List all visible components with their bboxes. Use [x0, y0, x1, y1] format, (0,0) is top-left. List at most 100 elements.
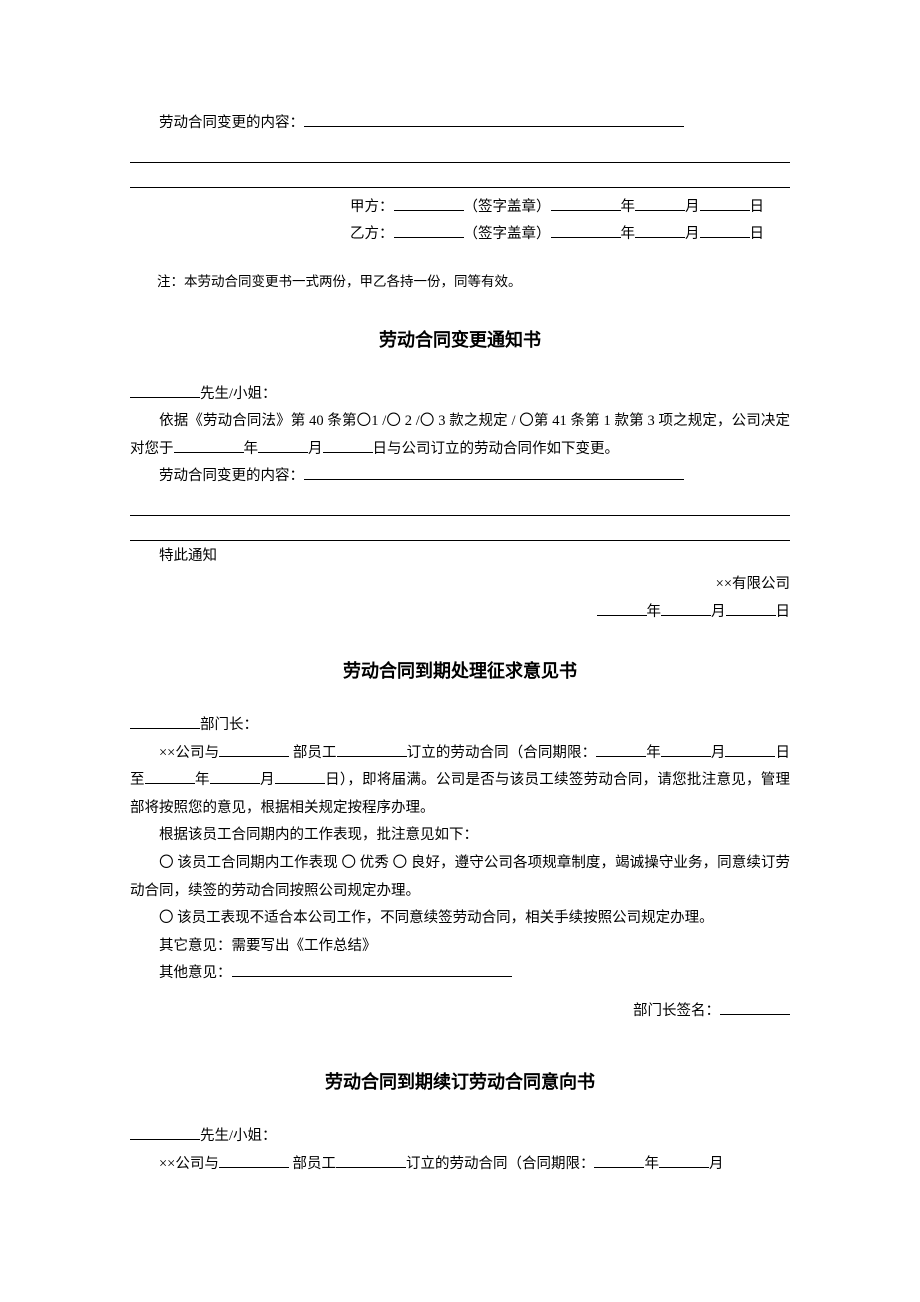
company-line: ××有限公司: [130, 571, 790, 599]
name-blank[interactable]: [130, 1125, 200, 1141]
sign-stamp: （签字盖章）: [464, 226, 551, 242]
party-a-label: 甲方：: [350, 199, 394, 215]
month-label2: 月: [260, 772, 275, 788]
year-blank[interactable]: [596, 741, 646, 757]
salutation-suffix: 部门长：: [200, 717, 258, 733]
month-label: 月: [709, 1156, 724, 1172]
year-blank[interactable]: [551, 195, 621, 211]
day-blank[interactable]: [323, 437, 373, 453]
emp-blank[interactable]: [336, 1152, 406, 1168]
day-blank[interactable]: [726, 600, 776, 616]
content-label: 劳动合同变更的内容：: [159, 115, 304, 131]
closing-text: 特此通知: [130, 543, 790, 571]
month-label: 月: [685, 199, 700, 215]
month-label: 月: [308, 441, 323, 457]
l1b: 部员工: [289, 1156, 336, 1172]
year-label2: 年: [195, 772, 210, 788]
dept-blank[interactable]: [219, 741, 289, 757]
l1b: 部员工: [289, 745, 336, 761]
name-blank[interactable]: [130, 382, 200, 398]
party-b-line: 乙方： （签字盖章） 年 月 日: [350, 221, 790, 249]
year-label: 年: [621, 226, 636, 242]
day-label: 日: [750, 199, 765, 215]
body-line: ××公司与 部员工 订立的劳动合同（合同期限： 年 月: [130, 1151, 790, 1179]
body-para: 依据《劳动合同法》第 40 条第〇1 /〇 2 /〇 3 款之规定 / 〇第 4…: [130, 408, 790, 463]
month-label: 月: [711, 745, 726, 761]
body-para: ××公司与 部员工订立的劳动合同（合同期限：年月日至年月日），即将届满。公司是否…: [130, 740, 790, 823]
day-label: 日: [750, 226, 765, 242]
salutation-suffix: 先生/小姐：: [200, 386, 277, 402]
year-label: 年: [644, 1156, 659, 1172]
underline-row[interactable]: [130, 493, 790, 516]
month-blank[interactable]: [661, 600, 711, 616]
month-blank2[interactable]: [210, 768, 260, 784]
line3: 根据该员工合同期内的工作表现，批注意见如下：: [130, 822, 790, 850]
l1c: 订立的劳动合同（合同期限：: [406, 1156, 595, 1172]
l1a: ××公司与: [159, 1156, 219, 1172]
sign-label: 部门长签名：: [633, 1003, 720, 1019]
content-blank[interactable]: [304, 111, 684, 127]
underline-row[interactable]: [130, 518, 790, 541]
body1-day: 日与公司订立的劳动合同作如下变更。: [373, 441, 620, 457]
day-blank[interactable]: [700, 223, 750, 239]
section4-title: 劳动合同到期续订劳动合同意向书: [130, 1065, 790, 1099]
content-label: 劳动合同变更的内容：: [159, 468, 304, 484]
date-line: 年月日: [130, 599, 790, 627]
party-a-blank[interactable]: [394, 195, 464, 211]
section-renewal-intent: 先生/小姐： ××公司与 部员工 订立的劳动合同（合同期限： 年 月: [130, 1123, 790, 1178]
content-label-line: 劳动合同变更的内容：: [130, 463, 790, 491]
signature-block: 甲方：（签字盖章）年月日 乙方：（签字盖章）年月日: [350, 194, 790, 249]
emp-blank[interactable]: [337, 741, 407, 757]
month-blank[interactable]: [659, 1152, 709, 1168]
salutation-line: 先生/小姐：: [130, 1123, 790, 1151]
underline-row[interactable]: [130, 140, 790, 163]
salutation-line: 部门长：: [130, 712, 790, 740]
other2-label: 其他意见：: [159, 965, 232, 981]
section-expiry-opinion: 部门长： ××公司与 部员工订立的劳动合同（合同期限：年月日至年月日），即将届满…: [130, 712, 790, 1025]
year-blank2[interactable]: [145, 768, 195, 784]
month-blank[interactable]: [635, 195, 685, 211]
underline-row[interactable]: [130, 165, 790, 188]
year-blank[interactable]: [597, 600, 647, 616]
year-label: 年: [244, 441, 259, 457]
year-blank[interactable]: [551, 223, 621, 239]
other1: 其它意见：需要写出《工作总结》: [130, 933, 790, 961]
l1c: 订立的劳动合同（合同期限：: [407, 745, 597, 761]
content-blank[interactable]: [304, 465, 684, 481]
dept-blank[interactable]: [219, 1152, 289, 1168]
year-label: 年: [646, 745, 661, 761]
month-label: 月: [685, 226, 700, 242]
day-blank[interactable]: [700, 195, 750, 211]
party-b-blank[interactable]: [394, 223, 464, 239]
year-blank[interactable]: [594, 1152, 644, 1168]
section-change-content: 劳动合同变更的内容： 甲方：（签字盖章）年月日 乙方：（签字盖章）年月日 注：本…: [130, 110, 790, 295]
day-blank[interactable]: [725, 741, 775, 757]
year-label: 年: [647, 604, 662, 620]
year-blank[interactable]: [174, 437, 244, 453]
month-label: 月: [711, 604, 726, 620]
party-b-label: 乙方：: [350, 226, 394, 242]
opt1-text: 〇 该员工合同期内工作表现 〇 优秀 〇 良好，遵守公司各项规章制度，竭诚操守业…: [130, 855, 790, 899]
section3-title: 劳动合同到期处理征求意见书: [130, 654, 790, 688]
l1a: ××公司与: [159, 745, 219, 761]
year-label: 年: [621, 199, 636, 215]
option1: 〇 该员工合同期内工作表现 〇 优秀 〇 良好，遵守公司各项规章制度，竭诚操守业…: [130, 850, 790, 905]
month-blank[interactable]: [635, 223, 685, 239]
section2-title: 劳动合同变更通知书: [130, 323, 790, 357]
other2-line: 其他意见：: [130, 960, 790, 988]
day-blank2[interactable]: [275, 768, 325, 784]
dept-sign-line: 部门长签名：: [130, 998, 790, 1026]
salutation-suffix: 先生/小姐：: [200, 1128, 277, 1144]
sign-stamp: （签字盖章）: [464, 199, 551, 215]
name-blank[interactable]: [130, 713, 200, 729]
salutation-line: 先生/小姐：: [130, 381, 790, 409]
other2-blank[interactable]: [232, 961, 512, 977]
note-text: 注：本劳动合同变更书一式两份，甲乙各持一份，同等有效。: [130, 269, 790, 295]
day-label: 日: [776, 604, 791, 620]
month-blank[interactable]: [258, 437, 308, 453]
party-a-line: 甲方： （签字盖章） 年 月 日: [350, 194, 790, 222]
sign-blank[interactable]: [720, 999, 790, 1015]
option2: 〇 该员工表现不适合本公司工作，不同意续签劳动合同，相关手续按照公司规定办理。: [130, 905, 790, 933]
month-blank[interactable]: [661, 741, 711, 757]
section-change-notice: 先生/小姐： 依据《劳动合同法》第 40 条第〇1 /〇 2 /〇 3 款之规定…: [130, 381, 790, 626]
